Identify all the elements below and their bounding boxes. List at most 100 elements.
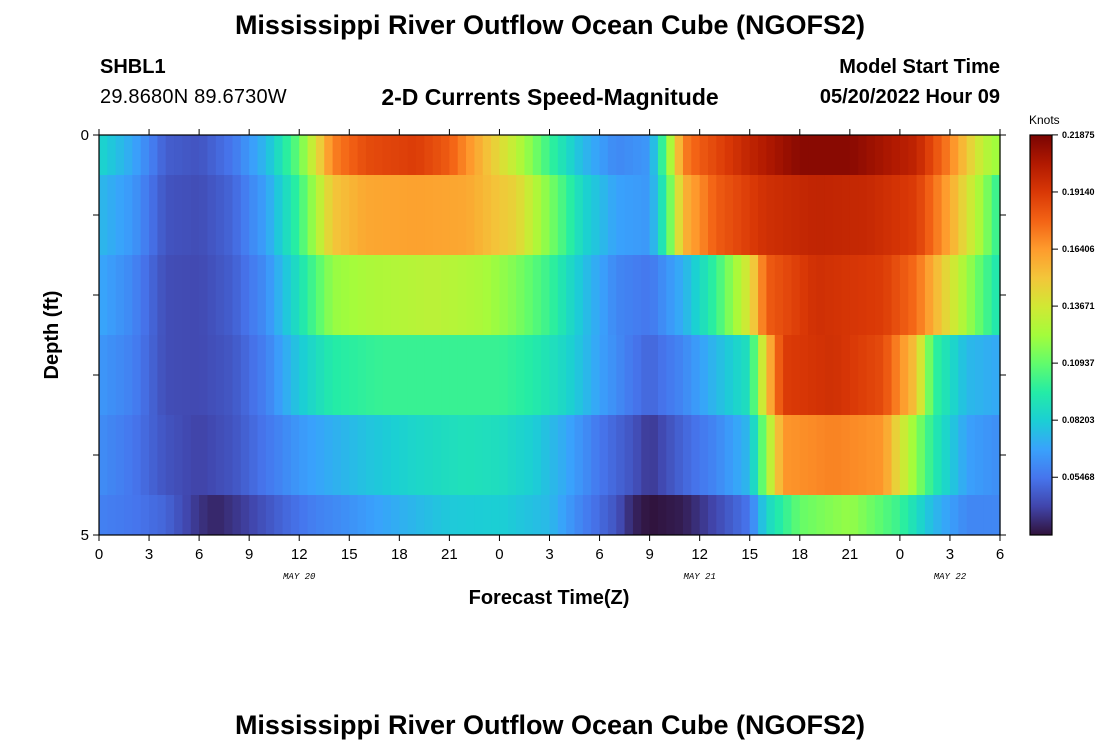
- heatmap-cell: [557, 255, 567, 335]
- heatmap-cell: [783, 495, 793, 535]
- heatmap-cell: [991, 255, 1001, 335]
- heatmap-cell: [574, 135, 584, 175]
- heatmap-cell: [657, 335, 667, 415]
- heatmap-cell: [816, 255, 826, 335]
- heatmap-cell: [265, 335, 275, 415]
- date-label: MAY 22: [934, 572, 967, 582]
- heatmap-cell: [557, 495, 567, 535]
- heatmap-cell: [649, 175, 659, 255]
- heatmap-cell: [466, 335, 476, 415]
- heatmap-cell: [149, 495, 158, 535]
- heatmap-cell: [691, 135, 701, 175]
- heatmap-cell: [824, 255, 834, 335]
- heatmap-cell: [949, 175, 959, 255]
- heatmap-cell: [733, 255, 742, 335]
- heatmap-cell: [315, 335, 325, 415]
- heatmap-cell: [274, 495, 284, 535]
- x-tick-label: 3: [946, 546, 954, 563]
- heatmap-cell: [674, 495, 684, 535]
- heatmap-cell: [883, 175, 893, 255]
- heatmap-cell: [149, 255, 158, 335]
- heatmap-cell: [966, 335, 976, 415]
- heatmap-cell: [149, 415, 158, 495]
- heatmap-cell: [207, 415, 217, 495]
- heatmap-cell: [916, 135, 926, 175]
- heatmap-cell: [174, 135, 184, 175]
- heatmap-cell: [299, 415, 309, 495]
- heatmap-cell: [783, 335, 793, 415]
- heatmap-cell: [774, 415, 784, 495]
- heatmap-cell: [99, 415, 108, 495]
- x-tick-label: 3: [545, 546, 553, 563]
- heatmap-cell: [624, 415, 634, 495]
- heatmap-cell: [491, 135, 501, 175]
- heatmap-cell: [357, 135, 367, 175]
- heatmap-cell: [349, 495, 359, 535]
- heatmap-cell: [924, 175, 934, 255]
- heatmap-cell: [507, 335, 517, 415]
- heatmap-cell: [682, 495, 692, 535]
- heatmap-cell: [224, 335, 234, 415]
- heatmap-cell: [899, 335, 909, 415]
- heatmap-cell: [165, 255, 175, 335]
- heatmap-cell: [582, 135, 592, 175]
- heatmap-cell: [666, 175, 676, 255]
- heatmap-cell: [115, 335, 125, 415]
- heatmap-cell: [257, 135, 267, 175]
- heatmap-cell: [607, 135, 617, 175]
- heatmap-cell: [449, 335, 459, 415]
- heatmap-cell: [641, 255, 651, 335]
- heatmap-cell: [290, 415, 300, 495]
- heatmap-cell: [274, 415, 284, 495]
- heatmap-cell: [632, 495, 642, 535]
- heatmap-cell: [591, 495, 601, 535]
- heatmap-cell: [858, 175, 868, 255]
- heatmap-cell: [265, 135, 275, 175]
- model-start-label: Model Start Time: [839, 56, 1000, 78]
- heatmap-cell: [574, 335, 584, 415]
- heatmap-cell: [549, 495, 559, 535]
- heatmap-cell: [532, 335, 542, 415]
- heatmap-cell: [140, 135, 150, 175]
- x-tick-label: 15: [741, 546, 758, 563]
- heatmap-cell: [749, 495, 759, 535]
- heatmap-cell: [315, 135, 325, 175]
- heatmap-cell: [933, 175, 943, 255]
- heatmap-cell: [324, 335, 334, 415]
- heatmap-cell: [682, 135, 692, 175]
- heatmap-cell: [449, 415, 459, 495]
- colorbar-bar: [1029, 134, 1053, 536]
- heatmap-cell: [799, 255, 809, 335]
- heatmap-cell: [407, 175, 417, 255]
- heatmap-cell: [858, 135, 868, 175]
- heatmap-cell: [190, 135, 200, 175]
- heatmap-cell: [215, 335, 225, 415]
- heatmap-cell: [257, 175, 267, 255]
- heatmap-cell: [607, 175, 617, 255]
- heatmap-cell: [891, 495, 901, 535]
- heatmap-cell: [432, 415, 442, 495]
- heatmap-cell: [390, 175, 400, 255]
- heatmap-cell: [841, 335, 851, 415]
- heatmap-cell: [908, 255, 918, 335]
- heatmap-cell: [582, 415, 592, 495]
- heatmap-cell: [265, 415, 275, 495]
- heatmap-cell: [290, 495, 300, 535]
- heatmap-cell: [983, 335, 993, 415]
- heatmap-cell: [749, 255, 759, 335]
- heatmap-cell: [899, 415, 909, 495]
- heatmap-cell: [607, 335, 617, 415]
- heatmap-cell: [674, 175, 684, 255]
- heatmap-cell: [499, 255, 509, 335]
- heatmap-cell: [174, 255, 184, 335]
- heatmap-cell: [833, 135, 843, 175]
- x-tick-label: 12: [291, 546, 308, 563]
- heatmap-cell: [424, 255, 434, 335]
- heatmap-cell: [949, 255, 959, 335]
- heatmap-cell: [299, 175, 309, 255]
- heatmap-cell: [933, 135, 943, 175]
- heatmap-cell: [332, 415, 342, 495]
- heatmap-cell: [716, 415, 726, 495]
- heatmap-cell: [424, 175, 434, 255]
- heatmap-cell: [582, 335, 592, 415]
